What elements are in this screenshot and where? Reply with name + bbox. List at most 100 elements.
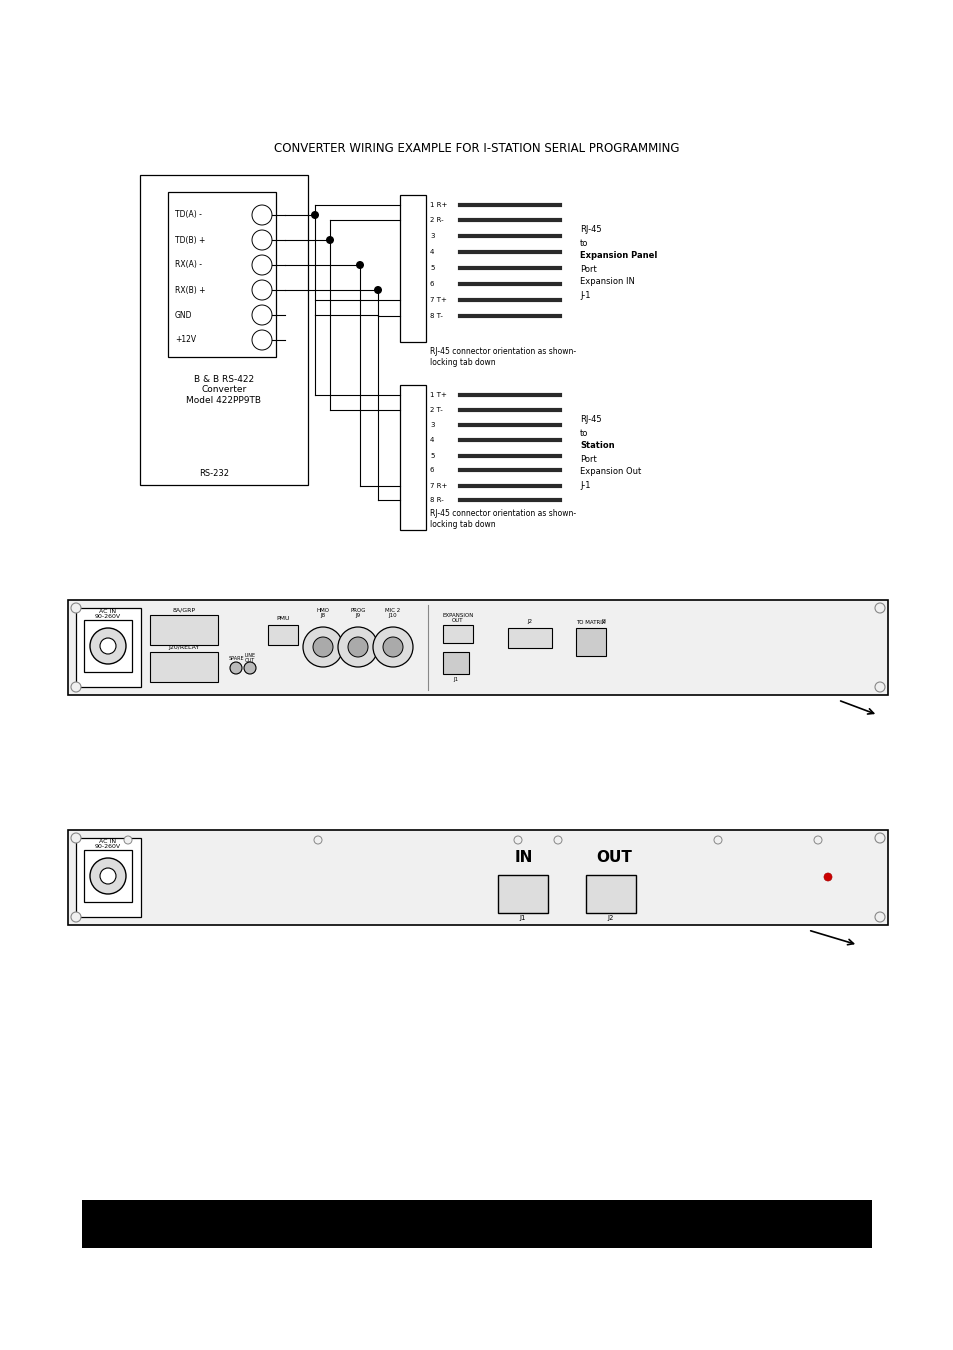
Text: 4: 4 (430, 248, 434, 255)
Text: J-1: J-1 (579, 481, 590, 490)
Text: HMO
J8: HMO J8 (316, 608, 329, 618)
Bar (84, 620, 132, 672)
Circle shape (90, 859, 126, 894)
Bar (68, 599, 887, 695)
Circle shape (313, 637, 333, 657)
Circle shape (252, 230, 272, 250)
Text: J-1: J-1 (579, 290, 590, 300)
Bar (507, 628, 552, 648)
Circle shape (337, 626, 377, 667)
Text: RJ-45 connector orientation as shown-
locking tab down: RJ-45 connector orientation as shown- lo… (430, 347, 576, 367)
Text: GND: GND (174, 310, 193, 320)
Circle shape (813, 836, 821, 844)
Circle shape (823, 873, 831, 882)
Circle shape (374, 286, 381, 294)
Circle shape (554, 836, 561, 844)
Text: CONVERTER WIRING EXAMPLE FOR I-STATION SERIAL PROGRAMMING: CONVERTER WIRING EXAMPLE FOR I-STATION S… (274, 142, 679, 154)
Text: RJ-45: RJ-45 (579, 225, 601, 235)
Text: J2: J2 (607, 915, 614, 921)
Text: +12V: +12V (174, 336, 196, 344)
Circle shape (326, 236, 334, 244)
Circle shape (71, 682, 81, 693)
Text: 8 R-: 8 R- (430, 497, 443, 504)
Bar (150, 616, 218, 645)
Text: RJ-45 connector orientation as shown-
locking tab down: RJ-45 connector orientation as shown- lo… (430, 509, 576, 529)
Circle shape (71, 603, 81, 613)
Text: 8 T-: 8 T- (430, 313, 442, 319)
Bar (82, 1200, 871, 1247)
Bar (268, 625, 297, 645)
Text: 4: 4 (430, 437, 434, 443)
Circle shape (90, 628, 126, 664)
Bar (76, 838, 141, 917)
Bar (585, 875, 636, 913)
Text: TO MATRIX: TO MATRIX (576, 620, 605, 625)
Text: B & B RS-422
Converter
Model 422PP9TB: B & B RS-422 Converter Model 422PP9TB (186, 375, 261, 405)
Text: AC IN
90-260V: AC IN 90-260V (95, 838, 121, 849)
Circle shape (311, 211, 318, 219)
Circle shape (348, 637, 368, 657)
Text: AC IN
90-260V: AC IN 90-260V (95, 609, 121, 620)
Text: 7 R+: 7 R+ (430, 483, 447, 489)
Text: RJ-45: RJ-45 (579, 416, 601, 424)
Text: Expansion IN: Expansion IN (579, 278, 634, 286)
Bar (442, 652, 469, 674)
Circle shape (71, 833, 81, 842)
Circle shape (244, 662, 255, 674)
Text: 7 T+: 7 T+ (430, 297, 446, 302)
Text: J2: J2 (527, 620, 532, 625)
Circle shape (71, 913, 81, 922)
Bar (168, 192, 275, 356)
Bar (399, 194, 426, 342)
Bar (399, 385, 426, 531)
Bar (102, 640, 107, 649)
Bar (102, 869, 107, 880)
Text: J20/RELAY: J20/RELAY (168, 645, 199, 651)
Text: J1: J1 (453, 678, 458, 683)
Text: PROG
J9: PROG J9 (350, 608, 365, 618)
Circle shape (252, 329, 272, 350)
Circle shape (303, 626, 343, 667)
Text: PMU: PMU (276, 616, 290, 621)
Bar (112, 869, 117, 880)
Circle shape (252, 279, 272, 300)
Text: MIC 2
J10: MIC 2 J10 (385, 608, 400, 618)
Bar (84, 850, 132, 902)
Circle shape (874, 833, 884, 842)
Text: 2 R-: 2 R- (430, 217, 443, 223)
Text: LINE
OUT: LINE OUT (244, 652, 255, 663)
Text: 6: 6 (430, 467, 434, 472)
Text: 5: 5 (430, 265, 434, 271)
Circle shape (124, 836, 132, 844)
Text: RX(A) -: RX(A) - (174, 261, 202, 270)
Circle shape (252, 255, 272, 275)
Text: RX(B) +: RX(B) + (174, 285, 205, 294)
Bar (497, 875, 547, 913)
Text: TD(B) +: TD(B) + (174, 235, 205, 244)
Circle shape (230, 662, 242, 674)
Text: 1 R+: 1 R+ (430, 202, 447, 208)
Text: 8A/GRP: 8A/GRP (172, 608, 195, 613)
Text: 3: 3 (430, 234, 434, 239)
Text: to: to (579, 428, 588, 437)
Circle shape (874, 603, 884, 613)
Text: Expansion Out: Expansion Out (579, 467, 640, 477)
Bar (576, 628, 605, 656)
Circle shape (373, 626, 413, 667)
Text: J3: J3 (600, 620, 606, 625)
Text: Port: Port (579, 265, 597, 274)
Text: 3: 3 (430, 423, 434, 428)
Text: EXPANSION
OUT: EXPANSION OUT (442, 613, 474, 624)
Bar (68, 830, 887, 925)
Circle shape (314, 836, 322, 844)
Text: TD(A) -: TD(A) - (174, 211, 202, 220)
Text: 2 T-: 2 T- (430, 406, 442, 413)
Text: Port: Port (579, 455, 597, 463)
Circle shape (514, 836, 521, 844)
Bar (76, 608, 141, 687)
Circle shape (100, 639, 116, 653)
Circle shape (713, 836, 721, 844)
Text: Expansion Panel: Expansion Panel (579, 251, 657, 261)
Text: Station: Station (579, 441, 614, 451)
Bar (140, 176, 308, 485)
